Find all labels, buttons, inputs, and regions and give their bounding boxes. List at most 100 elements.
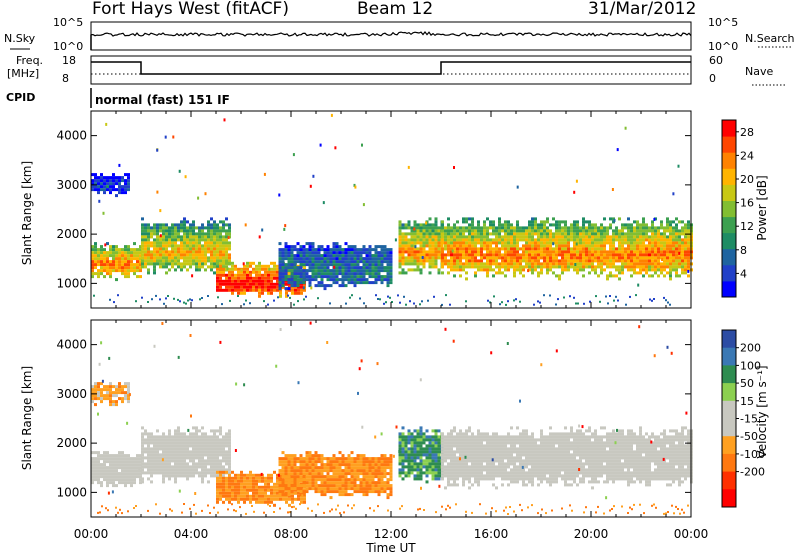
scatter-cell [338, 272, 342, 276]
scatter-cell [329, 475, 333, 479]
scatter-cell [228, 491, 231, 495]
scatter-cell [386, 263, 390, 267]
scatter-cell [225, 259, 228, 263]
scatter-cell [115, 475, 118, 479]
scatter-cell [474, 238, 477, 242]
scatter-cell [368, 254, 372, 258]
scatter-cell [504, 229, 507, 233]
scatter-cell [403, 295, 405, 298]
scatter-cell [546, 241, 549, 245]
cpid-text: normal (fast) 151 IF [95, 93, 230, 107]
scatter-cell [362, 493, 366, 497]
scatter-cell [537, 232, 540, 236]
scatter-cell [299, 257, 303, 261]
scatter-cell [326, 487, 330, 491]
scatter-cell [213, 447, 216, 451]
scatter-cell [428, 235, 432, 239]
scatter-cell [255, 482, 258, 486]
scatter-cell [261, 494, 264, 498]
scatter-cell [228, 273, 231, 277]
scatter-cell [684, 271, 687, 275]
scatter-cell [389, 275, 393, 279]
scatter-cell [450, 468, 453, 472]
scatter-cell [398, 256, 402, 260]
scatter-cell [335, 269, 339, 273]
scatter-cell [109, 245, 112, 249]
scatter-cell [513, 299, 515, 302]
scatter-cell [483, 265, 486, 269]
scatter-cell [684, 244, 687, 248]
scatter-cell [159, 234, 162, 238]
scatter-cell [308, 284, 312, 288]
scatter-cell [684, 235, 687, 239]
scatter-cell [287, 457, 291, 461]
scatter-cell [501, 259, 504, 263]
scatter-cell [441, 474, 444, 478]
scatter-cell [365, 481, 369, 485]
scatter-cell [570, 223, 573, 227]
scatter-cell [297, 497, 300, 501]
scatter-cell [100, 263, 103, 267]
scatter-cell [320, 469, 324, 473]
scatter-cell [240, 276, 243, 280]
scatter-cell [186, 262, 189, 266]
scatter-cell [642, 262, 645, 266]
scatter-cell [486, 274, 489, 278]
scatter-cell [144, 238, 147, 242]
scatter-cell [338, 457, 342, 461]
scatter-cell [582, 253, 585, 257]
scatter-cell [386, 493, 390, 497]
scatter-cell [624, 226, 627, 230]
scatter-cell [404, 450, 408, 454]
scatter-cell [278, 248, 282, 252]
scatter-cell [444, 456, 447, 460]
scatter-cell [290, 269, 294, 273]
scatter-cell [615, 253, 618, 257]
scatter-cell [413, 250, 417, 254]
scatter-cell [687, 223, 690, 227]
scatter-cell [606, 259, 609, 263]
scatter-cell [317, 475, 321, 479]
scatter-cell [585, 241, 588, 245]
scatter-cell [147, 447, 150, 451]
scatter-cell [147, 268, 150, 272]
scatter-cell [618, 232, 621, 236]
scatter-cell [444, 256, 447, 260]
scatter-cell [480, 262, 483, 266]
scatter-cell [356, 269, 360, 273]
scatter-cell [221, 303, 223, 306]
scatter-cell [141, 265, 144, 269]
scatter-cell [534, 223, 537, 227]
scatter-cell [386, 472, 390, 476]
scatter-cell [290, 275, 294, 279]
scatter-cell [510, 232, 513, 236]
scatter-cell [165, 435, 168, 439]
scatter-cell [249, 264, 252, 268]
scatter-cell [383, 275, 387, 279]
scatter-cell [222, 474, 225, 478]
scatter-cell [498, 247, 501, 251]
scatter-cell [213, 438, 216, 442]
scatter-cell [225, 217, 228, 221]
scatter-cell [299, 457, 303, 461]
scatter-cell [389, 257, 393, 261]
scatter-cell [278, 251, 282, 255]
scatter-cell [344, 284, 348, 288]
scatter-cell [97, 179, 100, 183]
scatter-cell [450, 241, 453, 245]
scatter-cell [287, 287, 291, 291]
scatter-cell [299, 281, 303, 285]
scatter-cell [323, 284, 327, 288]
scatter-cell [495, 271, 498, 275]
scatter-cell [350, 275, 354, 279]
scatter-cell [97, 185, 100, 189]
scatter-cell [225, 476, 228, 480]
scatter-cell [305, 272, 309, 276]
scatter-cell [389, 475, 393, 479]
scatter-cell [534, 220, 537, 224]
scatter-cell [329, 257, 333, 261]
scatter-cell [434, 459, 438, 463]
scatter-cell [419, 241, 423, 245]
scatter-cell [284, 487, 288, 491]
scatter-cell [347, 257, 351, 261]
